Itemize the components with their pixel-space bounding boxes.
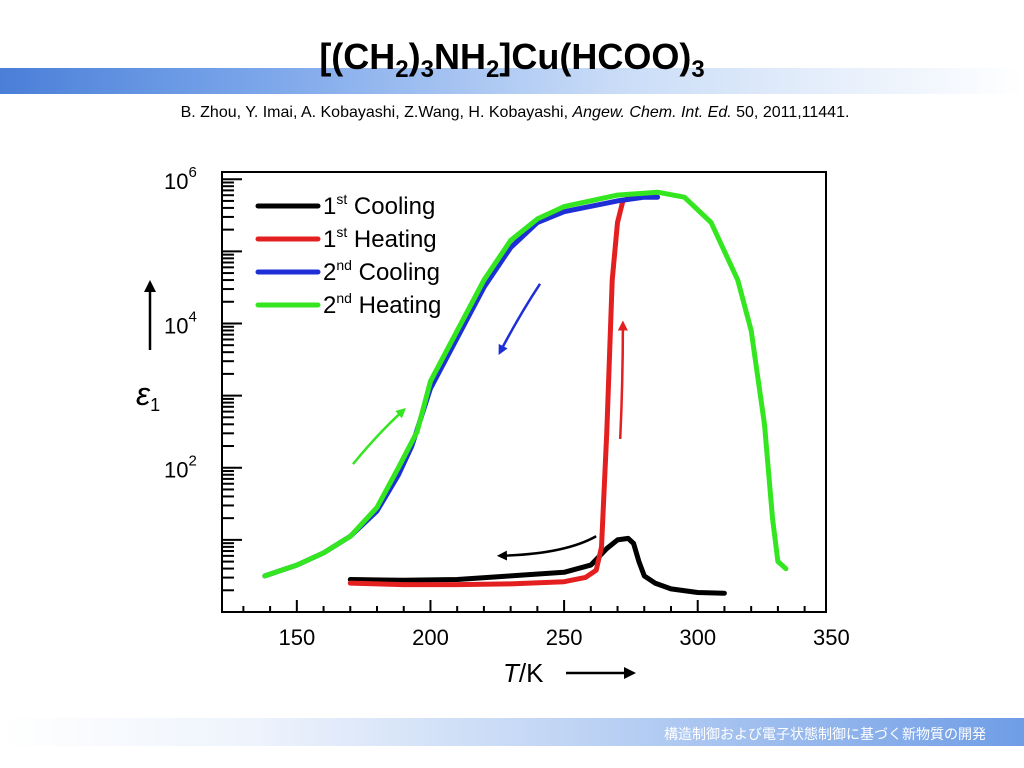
title-part: [(CH xyxy=(319,36,396,77)
permittivity-chart: 150 200 250 300 350 102 104 106 1st Cooling 1st … xyxy=(136,164,850,688)
x-axis-label: T/K xyxy=(503,658,544,688)
x-tick-label: 250 xyxy=(546,625,583,650)
footer-band xyxy=(0,718,1024,746)
direction-arrow xyxy=(617,320,628,439)
legend-label: 2nd Cooling xyxy=(323,257,440,286)
title-part: NH xyxy=(434,36,487,77)
direction-arrow xyxy=(496,535,597,561)
title-part: ) xyxy=(408,36,421,77)
reference-authors: B. Zhou, Y. Imai, A. Kobayashi, Z.Wang, … xyxy=(180,104,573,121)
x-tick-label: 350 xyxy=(813,625,850,650)
x-axis-arrowhead xyxy=(624,667,636,679)
title-subscript: 3 xyxy=(691,56,705,83)
legend-label: 1st Heating xyxy=(323,224,437,253)
y-axis-arrowhead xyxy=(144,280,156,292)
title-band xyxy=(0,68,1024,94)
title-subscript: 2 xyxy=(486,56,500,83)
reference-citation: B. Zhou, Y. Imai, A. Kobayashi, Z.Wang, … xyxy=(0,104,1024,122)
direction-arrow xyxy=(351,408,406,465)
series-line xyxy=(262,189,789,579)
series-line xyxy=(347,535,727,596)
series-line xyxy=(347,194,634,588)
footer-text: 構造制御および電子状態制御に基づく新物質の開発 xyxy=(664,727,986,743)
title-subscript: 2 xyxy=(395,56,409,83)
series-line xyxy=(262,194,661,579)
x-tick-label: 200 xyxy=(412,625,449,650)
y-tick-label: 106 xyxy=(164,164,197,194)
direction-arrow xyxy=(498,283,542,355)
y-tick-label: 104 xyxy=(164,308,197,338)
x-tick-label: 150 xyxy=(278,625,315,650)
legend-label: 1st Cooling xyxy=(323,191,435,220)
title-subscript: 3 xyxy=(420,56,435,83)
legend-label: 2nd Heating xyxy=(323,290,441,319)
slide-title: [(CH2)3NH2]Cu(HCOO)3 xyxy=(0,36,1024,82)
y-axis-label: ε1 xyxy=(136,376,160,415)
title-part: ]Cu(HCOO) xyxy=(499,36,692,77)
plot-frame xyxy=(221,171,827,613)
reference-details: 50, 2011,11441. xyxy=(731,104,850,121)
x-tick-label: 300 xyxy=(679,625,716,650)
reference-journal: Angew. Chem. Int. Ed. xyxy=(572,104,732,121)
y-tick-label: 102 xyxy=(164,453,197,483)
